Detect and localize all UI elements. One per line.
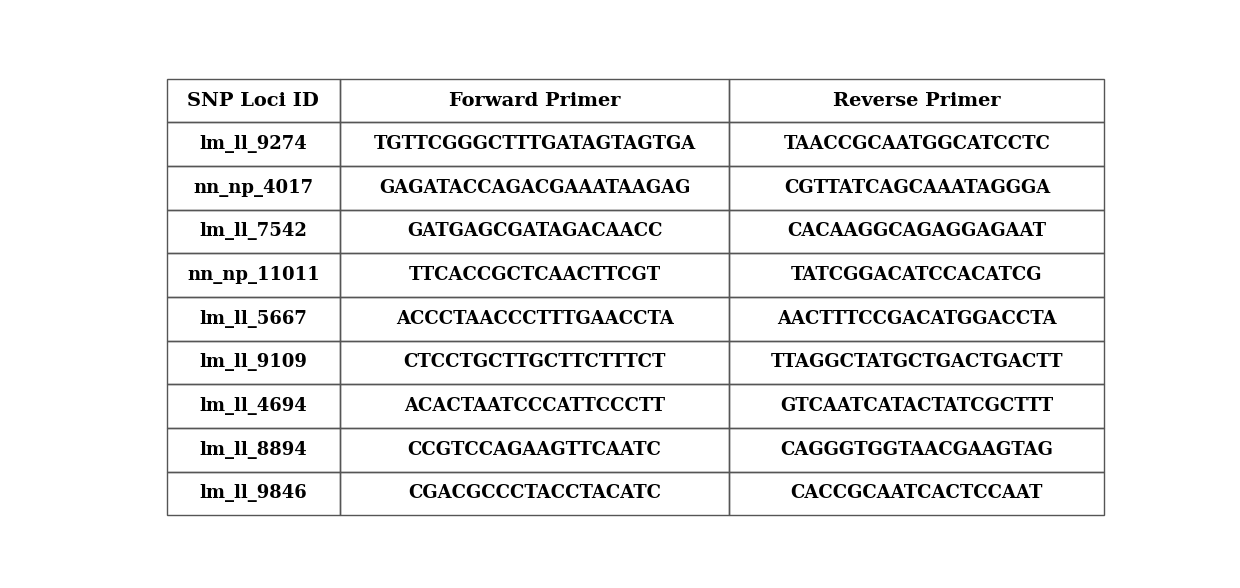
Text: CACCGCAATCACTCCAAT: CACCGCAATCACTCCAAT [791,485,1043,502]
Bar [729,210,1105,253]
Bar [166,472,340,515]
Text: CTCCTGCTTGCTTCTTTCT: CTCCTGCTTGCTTCTTTCT [403,353,666,372]
Bar [166,297,340,340]
Bar [340,472,729,515]
Bar [340,79,729,122]
Bar [340,384,729,428]
Bar [729,253,1105,297]
Text: lm_ll_5667: lm_ll_5667 [200,310,308,328]
Bar [166,122,340,166]
Bar [166,384,340,428]
Text: GTCAATCATACTATCGCTTT: GTCAATCATACTATCGCTTT [780,397,1054,415]
Text: CGACGCCCTACCTACATC: CGACGCCCTACCTACATC [408,485,661,502]
Bar [340,297,729,340]
Text: ACCCTAACCCTTTGAACCTA: ACCCTAACCCTTTGAACCTA [396,310,673,328]
Text: AACTTTCCGACATGGACCTA: AACTTTCCGACATGGACCTA [777,310,1056,328]
Bar [729,428,1105,472]
Bar [166,210,340,253]
Text: TTAGGCTATGCTGACTGACTT: TTAGGCTATGCTGACTGACTT [770,353,1063,372]
Text: TGTTCGGGCTTTGATAGTAGTGA: TGTTCGGGCTTTGATAGTAGTGA [373,135,696,153]
Bar [340,428,729,472]
Text: TAACCGCAATGGCATCCTC: TAACCGCAATGGCATCCTC [784,135,1050,153]
Bar [729,166,1105,210]
Bar [729,122,1105,166]
Bar [166,340,340,384]
Text: CCGTCCAGAAGTTCAATC: CCGTCCAGAAGTTCAATC [408,440,662,459]
Bar [729,297,1105,340]
Bar [340,210,729,253]
Text: nn_np_4017: nn_np_4017 [193,179,314,197]
Bar [166,428,340,472]
Text: TTCACCGCTCAACTTCGT: TTCACCGCTCAACTTCGT [409,266,661,284]
Text: lm_ll_9274: lm_ll_9274 [200,135,308,153]
Text: Reverse Primer: Reverse Primer [833,92,1001,109]
Text: lm_ll_9109: lm_ll_9109 [200,353,308,372]
Text: lm_ll_8894: lm_ll_8894 [200,440,308,459]
Text: lm_ll_7542: lm_ll_7542 [200,222,308,240]
Bar [340,340,729,384]
Text: ACACTAATCCCATTCCCTT: ACACTAATCCCATTCCCTT [404,397,665,415]
Text: Forward Primer: Forward Primer [449,92,620,109]
Bar [340,122,729,166]
Text: nn_np_11011: nn_np_11011 [187,266,320,284]
Bar [729,472,1105,515]
Text: CGTTATCAGCAAATAGGGA: CGTTATCAGCAAATAGGGA [784,179,1050,197]
Bar [729,384,1105,428]
Text: GATGAGCGATAGACAACC: GATGAGCGATAGACAACC [407,222,662,240]
Text: lm_ll_9846: lm_ll_9846 [200,485,308,502]
Bar [340,253,729,297]
Text: CACAAGGCAGAGGAGAAT: CACAAGGCAGAGGAGAAT [787,222,1047,240]
Bar [340,166,729,210]
Bar [166,79,340,122]
Bar [729,340,1105,384]
Bar [729,79,1105,122]
Text: lm_ll_4694: lm_ll_4694 [200,397,308,415]
Text: CAGGGTGGTAACGAAGTAG: CAGGGTGGTAACGAAGTAG [780,440,1053,459]
Text: TATCGGACATCCACATCG: TATCGGACATCCACATCG [791,266,1043,284]
Bar [166,253,340,297]
Text: GAGATACCAGACGAAATAAGAG: GAGATACCAGACGAAATAAGAG [379,179,691,197]
Bar [166,166,340,210]
Text: SNP Loci ID: SNP Loci ID [187,92,319,109]
